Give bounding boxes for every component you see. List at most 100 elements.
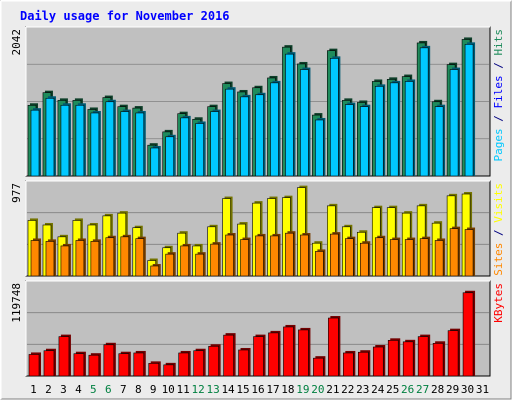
kbytes-bar-day-1: [28, 352, 41, 377]
kbytes-series-label: KBytes: [492, 283, 505, 323]
files-bar-day-26: [404, 79, 416, 177]
files-bar-day-11: [180, 115, 191, 177]
kbytes-bar-day-24: [372, 345, 386, 377]
kbytes-bar-day-13: [208, 344, 221, 377]
sites-bar-day-29: [449, 226, 461, 277]
sites-bar-day-13: [210, 242, 221, 277]
sites-bar-day-15: [240, 237, 251, 277]
files-bar-day-30: [464, 42, 476, 177]
x-tick-day-23: 23: [356, 383, 369, 396]
files-bar-day-17: [270, 80, 281, 177]
kbytes-bar-day-3: [58, 334, 71, 377]
files-bar-day-23: [359, 104, 371, 177]
x-tick-day-3: 3: [60, 383, 67, 396]
kbytes-bar-day-19: [298, 327, 311, 377]
x-tick-day-2: 2: [45, 383, 52, 396]
sites-bar-day-27: [419, 236, 431, 277]
x-tick-day-27: 27: [416, 383, 429, 396]
files-bar-day-28: [434, 104, 446, 177]
kbytes-bar-day-16: [253, 334, 266, 377]
sites-bar-day-19: [300, 233, 311, 277]
sites-bar-day-28: [434, 238, 446, 277]
files-bar-day-20: [315, 117, 326, 177]
files-bar-day-16: [255, 92, 266, 177]
x-tick-day-9: 9: [150, 383, 157, 396]
x-tick-day-5: 5: [90, 383, 97, 396]
kbytes-bar-day-9: [148, 361, 161, 377]
sites-bar-day-17: [270, 233, 281, 277]
x-tick-day-11: 11: [177, 383, 190, 396]
sites-bar-day-30: [464, 227, 476, 277]
x-tick-day-21: 21: [326, 383, 339, 396]
x-tick-day-15: 15: [236, 383, 249, 396]
hits-series-label: Pages / Files / Hits: [492, 29, 505, 162]
x-tick-day-18: 18: [281, 383, 294, 396]
sites-bar-day-2: [45, 239, 56, 277]
files-bar-day-21: [330, 56, 341, 177]
sites-bar-day-25: [389, 237, 401, 277]
kbytes-bar-day-27: [417, 334, 431, 377]
x-tick-day-6: 6: [105, 383, 112, 396]
files-bar-day-19: [300, 67, 311, 177]
kbytes-bar-day-26: [402, 339, 416, 377]
kbytes-bar-day-21: [328, 316, 341, 377]
kbytes-bar-day-29: [447, 328, 461, 377]
x-tick-day-17: 17: [266, 383, 279, 396]
files-bar-day-27: [419, 45, 431, 177]
sites-bar-day-4: [75, 238, 86, 277]
files-bar-day-8: [135, 110, 146, 177]
x-tick-day-7: 7: [120, 383, 127, 396]
sites-bar-day-10: [165, 252, 176, 277]
visits-panel: 977 Sites / Visits: [10, 180, 505, 277]
sites-bar-day-7: [120, 234, 131, 277]
sites-bar-day-21: [330, 232, 341, 277]
kbytes-bar-day-2: [43, 348, 56, 377]
sites-bar-day-26: [404, 237, 416, 277]
x-tick-day-26: 26: [401, 383, 414, 396]
kbytes-bar-day-23: [357, 350, 371, 377]
sites-bar-day-1: [30, 238, 41, 277]
kbytes-bar-day-14: [223, 333, 236, 377]
x-tick-day-22: 22: [341, 383, 354, 396]
kbytes-bar-day-10: [163, 362, 176, 377]
kbytes-bar-day-17: [268, 330, 281, 377]
kbytes-bar-day-28: [432, 341, 446, 377]
files-bar-day-1: [30, 108, 41, 177]
x-tick-day-10: 10: [162, 383, 175, 396]
kbytes-bar-day-4: [73, 351, 86, 377]
files-bar-day-12: [195, 121, 206, 177]
x-tick-day-28: 28: [431, 383, 444, 396]
sites-bar-day-11: [180, 243, 191, 277]
x-tick-day-13: 13: [206, 383, 219, 396]
kbytes-ymax-label: 119748: [10, 283, 23, 323]
x-tick-day-4: 4: [75, 383, 82, 396]
sites-bar-day-5: [90, 239, 101, 277]
sites-bar-day-16: [255, 233, 266, 277]
files-bar-day-2: [45, 96, 56, 177]
files-bar-day-24: [374, 84, 386, 177]
sites-bar-day-23: [359, 241, 371, 277]
kbytes-bar-day-12: [193, 348, 206, 377]
x-tick-day-24: 24: [371, 383, 385, 396]
files-bar-day-15: [240, 94, 251, 177]
kbytes-bar-day-20: [313, 356, 326, 377]
kbytes-bar-day-18: [283, 324, 296, 377]
hits-ymax-label: 2042: [10, 29, 23, 56]
hits-panel: 2042 Pages / Files / Hits: [10, 26, 505, 177]
x-tick-day-8: 8: [135, 383, 142, 396]
x-tick-day-19: 19: [296, 383, 309, 396]
files-bar-day-29: [449, 67, 461, 177]
x-tick-day-29: 29: [446, 383, 459, 396]
sites-bar-day-14: [225, 233, 236, 277]
x-tick-day-25: 25: [386, 383, 399, 396]
sites-bar-day-6: [105, 235, 116, 277]
chart-title: Daily usage for November 2016: [20, 9, 230, 23]
kbytes-bar-day-30: [462, 290, 476, 377]
sites-bar-day-24: [374, 235, 386, 277]
kbytes-bar-day-5: [88, 353, 101, 377]
visits-series-label: Sites / Visits: [492, 183, 505, 276]
files-bar-day-13: [210, 109, 221, 177]
x-tick-day-30: 30: [461, 383, 474, 396]
x-tick-day-12: 12: [192, 383, 205, 396]
files-bar-day-9: [150, 145, 161, 177]
